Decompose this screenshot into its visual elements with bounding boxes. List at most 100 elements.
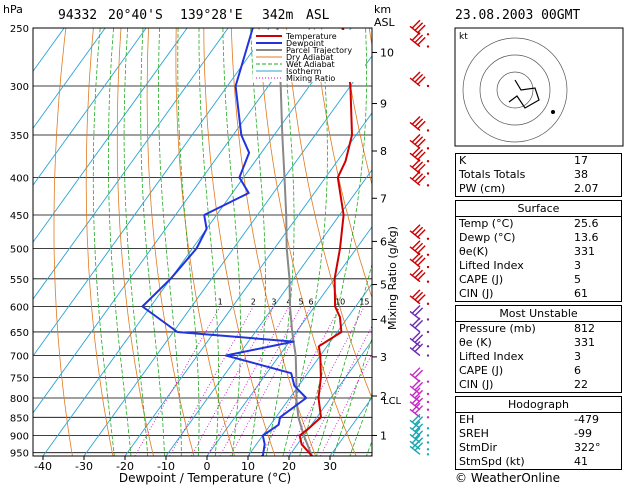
index-label: K <box>459 154 467 167</box>
storm-motion-marker <box>551 110 555 114</box>
wind-barb-dot <box>426 184 430 187</box>
wind-barb-flag <box>411 387 421 397</box>
wind-barb-dot <box>426 380 430 383</box>
wind-barb-flag <box>411 434 421 444</box>
isotherm-line <box>83 55 372 456</box>
wind-barb-flag <box>411 19 421 29</box>
temp-tick-label: -30 <box>75 460 93 473</box>
index-row: Totals Totals 38 <box>456 168 621 182</box>
most-unstable-label: θe (K) <box>459 336 492 349</box>
wind-barb-flag <box>416 24 426 34</box>
hodograph-stat-value: 41 <box>574 455 588 468</box>
wind-barb-flag <box>414 397 424 407</box>
surface-value: 5 <box>574 273 581 286</box>
dry-adiabat <box>286 28 372 400</box>
wind-barb <box>409 379 430 396</box>
km-tick-label: 5 <box>380 279 387 292</box>
wind-barb-flag <box>411 252 421 262</box>
hodograph-stat-label: EH <box>459 413 475 426</box>
surface-label: CIN (J) <box>459 287 494 300</box>
temp-tick-label: 20 <box>282 460 296 473</box>
pressure-tick-label: 700 <box>10 352 29 363</box>
km-tick-label: 2 <box>380 390 387 403</box>
wind-barb-flag <box>414 319 424 329</box>
surface-row: Temp (°C) 25.6 <box>456 217 621 231</box>
wind-barb-dot <box>426 280 430 283</box>
pressure-tick-label: 850 <box>10 413 29 424</box>
wind-barb <box>409 289 430 306</box>
hodograph-stat-row: StmSpd (kt) 41 <box>456 455 621 469</box>
hodograph-stat-label: StmSpd (kt) <box>459 455 525 468</box>
wind-barb-flag <box>416 294 426 304</box>
wind-barb-flag <box>411 240 421 250</box>
wind-barb-flag <box>411 170 421 180</box>
pressure-tick-label: 500 <box>10 244 29 255</box>
wet-adiabat <box>299 28 367 456</box>
wind-barb-dot <box>426 416 430 419</box>
index-row: K 17 <box>456 154 621 168</box>
dry-adiabat <box>230 28 316 456</box>
surface-row: CIN (J) 61 <box>456 287 621 301</box>
wind-barb-flag <box>411 427 421 437</box>
station-elev: 342m <box>262 8 293 23</box>
wind-barb <box>409 420 430 437</box>
wind-barb-flag <box>414 118 424 128</box>
pressure-tick-label: 350 <box>10 131 29 142</box>
wind-barb <box>409 267 430 283</box>
surface-row: Lifted Index 3 <box>456 259 621 273</box>
mixing-ratio-line <box>230 306 312 456</box>
station-lon: 139°28'E <box>180 8 243 23</box>
wind-barb-flag <box>414 423 424 433</box>
hodograph-ring <box>462 37 568 143</box>
isotherm-line <box>33 28 229 300</box>
wind-barb-flag <box>414 334 424 344</box>
wet-adiabat <box>158 28 182 456</box>
pressure-tick-label: 800 <box>10 394 29 405</box>
km-tick-label: 8 <box>380 145 387 158</box>
most-unstable-label: Pressure (mb) <box>459 322 536 335</box>
wind-barb <box>409 240 430 256</box>
pressure-tick-label: 550 <box>10 275 29 286</box>
wind-barb <box>409 331 430 348</box>
station-asl: ASL <box>306 8 330 23</box>
surface-title: Surface <box>456 201 621 217</box>
station-lat: 20°40'S <box>108 8 163 23</box>
most-unstable-value: 22 <box>574 378 588 391</box>
most-unstable-row: CAPE (J) 6 <box>456 364 621 378</box>
hodograph-stat-label: StmDir <box>459 441 498 454</box>
km-tick-label: 1 <box>380 429 387 442</box>
plot-frame <box>32 27 373 457</box>
dry-adiabat <box>341 28 372 187</box>
isotherm-line <box>42 28 352 456</box>
wind-barb-flag <box>414 269 424 279</box>
hodograph-stat-label: SREH <box>459 427 489 440</box>
hodograph-stat-value: -99 <box>574 427 592 440</box>
hodograph: kt <box>454 27 624 147</box>
isotherm-line <box>165 169 372 456</box>
wind-barb <box>409 341 430 357</box>
wind-barb <box>409 159 430 175</box>
most-unstable-label: CIN (J) <box>459 378 494 391</box>
most-unstable-title: Most Unstable <box>456 306 621 322</box>
wind-barb <box>409 19 430 36</box>
hodograph-stat-value: 322° <box>574 441 601 454</box>
isotherm-line <box>33 28 311 414</box>
mixing-ratio-axis-label: Mixing Ratio (g/kg) <box>386 226 399 330</box>
index-value: 2.07 <box>574 182 599 195</box>
wet-adiabat <box>198 28 219 456</box>
wind-barb <box>409 439 430 456</box>
wind-barb-flag <box>414 34 424 44</box>
wind-barb-dot <box>426 441 430 444</box>
wind-barb-dot <box>426 392 430 396</box>
wind-barb <box>409 413 430 430</box>
wind-barb-dot <box>426 265 430 269</box>
surface-value: 25.6 <box>574 217 599 230</box>
wind-barb-flag <box>414 161 424 171</box>
mixing-ratio-label: 2 <box>251 297 256 306</box>
wet-adiabat <box>177 28 200 456</box>
hodograph-stats-box: Hodograph EH -479 SREH -99 StmDir 322° StmSpd … <box>455 396 622 470</box>
x-axis-label: Dewpoint / Temperature (°C) <box>119 471 291 485</box>
wind-barb-flag <box>411 159 421 169</box>
wind-barb <box>409 395 430 411</box>
